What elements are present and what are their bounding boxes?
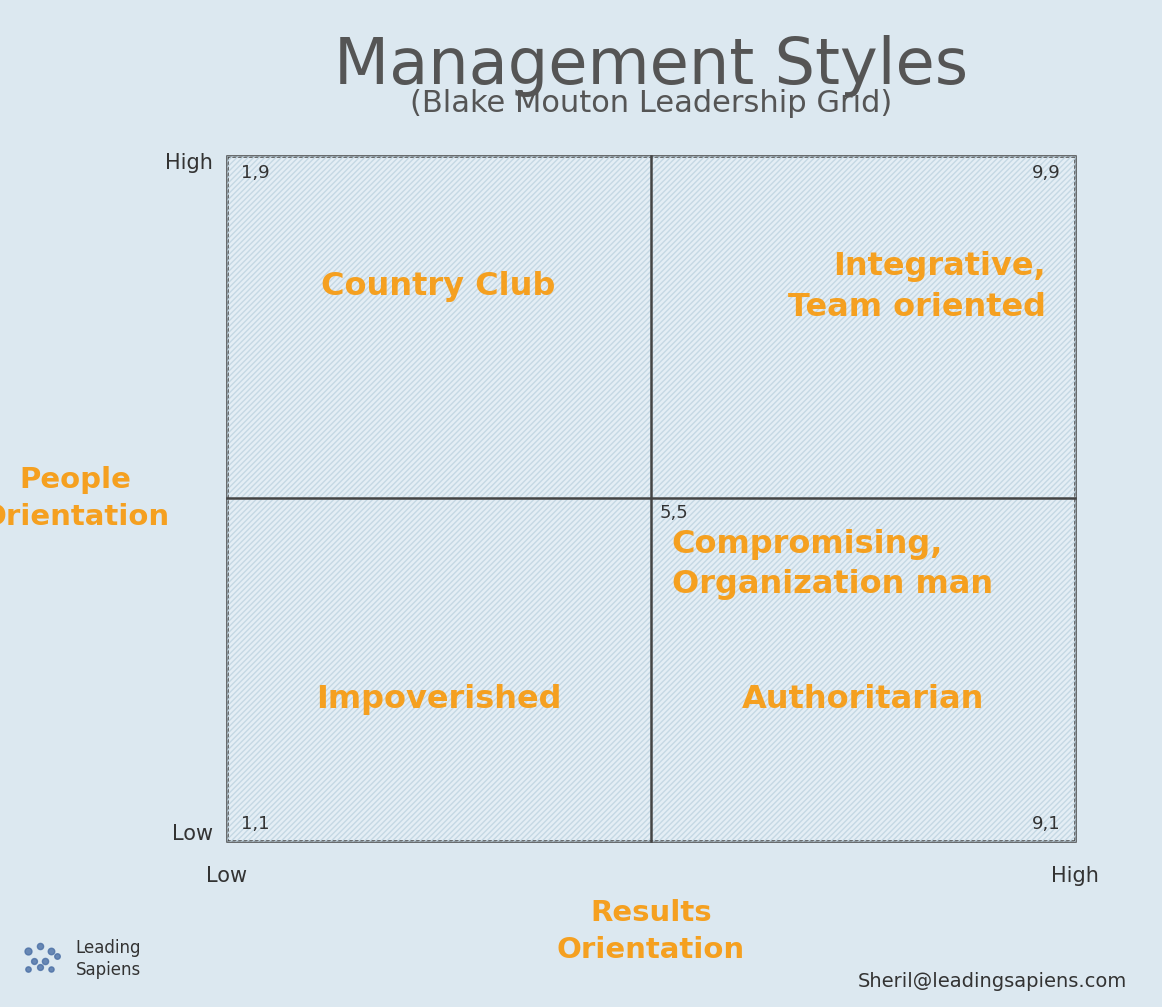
Point (19, 961, 37, 977)
Text: Low: Low (206, 866, 248, 886)
Point (42, 961, 60, 977)
Point (24, 953, 43, 969)
Text: High: High (165, 153, 213, 173)
Point (30, 938, 49, 954)
Point (36, 953, 55, 969)
Text: People
Orientation: People Orientation (0, 466, 170, 531)
Text: 9,1: 9,1 (1032, 815, 1061, 833)
Text: Leading
Sapiens: Leading Sapiens (76, 939, 141, 979)
Bar (227, 156, 1075, 841)
Text: 9,9: 9,9 (1032, 164, 1061, 182)
Point (48, 948, 66, 964)
Text: (Blake Mouton Leadership Grid): (Blake Mouton Leadership Grid) (409, 89, 892, 118)
Text: 1,1: 1,1 (241, 815, 270, 833)
Text: High: High (1050, 866, 1099, 886)
Text: Results
Orientation: Results Orientation (557, 899, 745, 964)
Text: 5,5: 5,5 (660, 504, 689, 522)
Text: Compromising,
Organization man: Compromising, Organization man (672, 529, 992, 600)
Text: Integrative,
Team oriented: Integrative, Team oriented (788, 251, 1046, 323)
Text: Low: Low (172, 824, 213, 844)
Point (30, 959, 49, 975)
Text: Impoverished: Impoverished (316, 685, 561, 715)
Point (42, 943, 60, 959)
Text: 1,9: 1,9 (241, 164, 270, 182)
Text: Management Styles: Management Styles (333, 35, 968, 98)
Text: Sheril@leadingsapiens.com: Sheril@leadingsapiens.com (858, 973, 1127, 991)
Bar (227, 156, 1075, 841)
Text: Country Club: Country Club (322, 272, 555, 302)
Point (19, 943, 37, 959)
Text: Authoritarian: Authoritarian (741, 685, 984, 715)
